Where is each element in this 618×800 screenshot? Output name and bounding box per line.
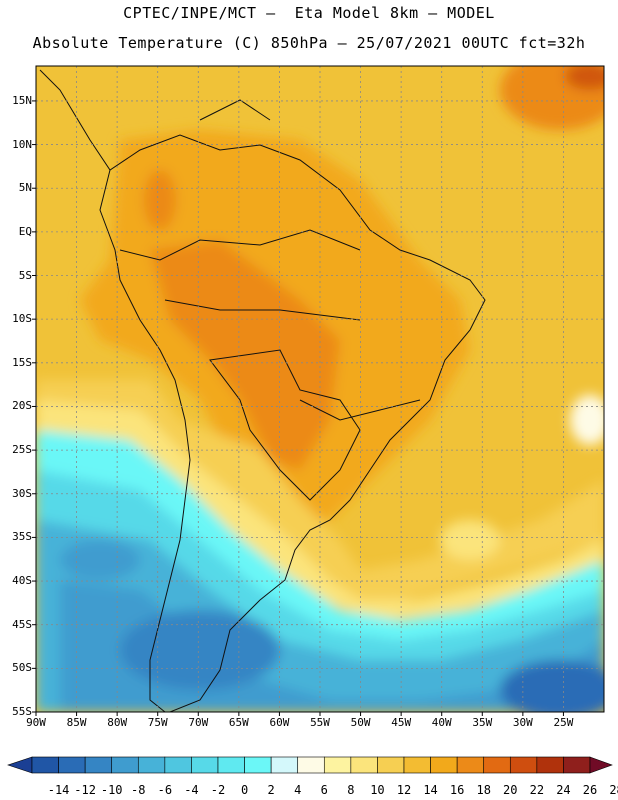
lon-label: 75W [147,716,168,729]
colorbar-swatch [31,756,59,774]
colorbar-swatch [430,756,458,774]
colorbar-swatch [297,756,325,774]
colorbar-swatch [563,756,591,774]
colorbar [7,756,613,774]
lon-label: 50W [350,716,371,729]
lon-label: 25W [553,716,574,729]
lat-label: 10N [12,137,32,151]
colorbar-label: -2 [210,783,226,797]
colorbar-label: 22 [529,783,545,797]
colorbar-label: 10 [370,783,385,797]
map-frame [35,65,605,713]
colorbar-label: -10 [100,783,123,797]
lon-label: 40W [431,716,452,729]
colorbar-label: -8 [131,783,146,797]
lon-label: 45W [391,716,412,729]
chart-title-line2: Absolute Temperature (C) 850hPa – 25/07/… [32,34,586,52]
lat-label: 5S [18,268,32,282]
colorbar-swatch [111,756,139,774]
lon-label: 90W [26,716,46,729]
colorbar-swatch [377,756,405,774]
colorbar-label: 6 [320,783,328,797]
lon-label: 55W [310,716,330,729]
colorbar-swatch [403,756,431,774]
colorbar-swatch [217,756,245,774]
colorbar-swatch [84,756,113,774]
colorbar-arrow-low [7,756,33,774]
lon-label: 35W [472,716,493,729]
colorbar-label: 4 [294,783,302,797]
lat-label: 15N [12,93,32,107]
lat-label: 15S [12,355,32,369]
colorbar-label: 16 [449,783,465,797]
temperature-field [36,66,604,712]
colorbar-swatch [323,756,352,774]
colorbar-swatch [509,756,538,774]
colorbar-arrow-high [589,756,613,774]
colorbar-swatch [536,756,564,774]
lat-label: 20S [12,399,32,413]
colorbar-label: 20 [503,783,518,797]
lon-label: 80W [107,716,128,729]
colorbar-label: 26 [582,783,598,797]
coastlines [39,69,486,712]
lon-label: 85W [66,716,87,729]
colorbar-label: 18 [476,783,491,797]
lat-lon-grid [32,66,604,716]
colorbar-swatch [191,756,219,774]
colorbar-swatch [456,756,485,774]
colorbar-label: 8 [347,783,355,797]
lon-label: 30W [512,716,533,729]
colorbar-label: -12 [74,783,96,797]
colorbar-swatch [270,756,299,774]
lat-label: 35S [12,530,32,544]
colorbar-label: 0 [240,783,249,797]
colorbar-swatch [137,756,166,774]
colorbar-label: 28 [609,783,618,797]
lat-label: 45S [12,617,32,631]
colorbar-swatch [483,756,511,774]
colorbar-swatch [58,756,86,774]
lon-label: 60W [269,716,290,729]
colorbar-label: 2 [267,783,275,797]
lat-label: 5N [18,181,32,195]
lat-label: 10S [12,312,32,326]
colorbar-swatch [244,756,272,774]
lat-label: 40S [12,574,32,588]
lat-label: 55S [12,705,32,718]
colorbar-swatch [164,756,192,774]
lon-label: 65W [228,716,249,729]
colorbar-swatch [350,756,378,774]
colorbar-label: 14 [423,783,438,797]
lat-label: EQ [18,224,32,238]
lat-label: 30S [12,486,32,500]
colorbar-label: -14 [47,783,70,797]
colorbar-label: -6 [157,783,173,797]
colorbar-label: -4 [184,783,199,797]
colorbar-label: 24 [556,783,571,797]
lat-label: 25S [12,443,32,457]
lon-label: 70W [188,716,209,729]
colorbar-label: 12 [396,783,412,797]
chart-title-line1: CPTEC/INPE/MCT – Eta Model 8km – MODEL [123,4,495,22]
lat-label: 50S [12,661,32,675]
